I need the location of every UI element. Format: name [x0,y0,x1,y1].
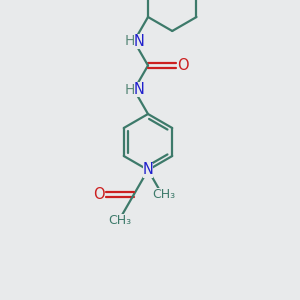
Text: CH₃: CH₃ [108,214,132,227]
Text: N: N [142,163,153,178]
Text: O: O [177,58,189,73]
Text: H: H [125,34,135,48]
Text: CH₃: CH₃ [152,188,176,201]
Text: N: N [134,82,144,97]
Text: H: H [125,83,135,97]
Text: N: N [134,34,144,49]
Text: O: O [93,187,105,202]
